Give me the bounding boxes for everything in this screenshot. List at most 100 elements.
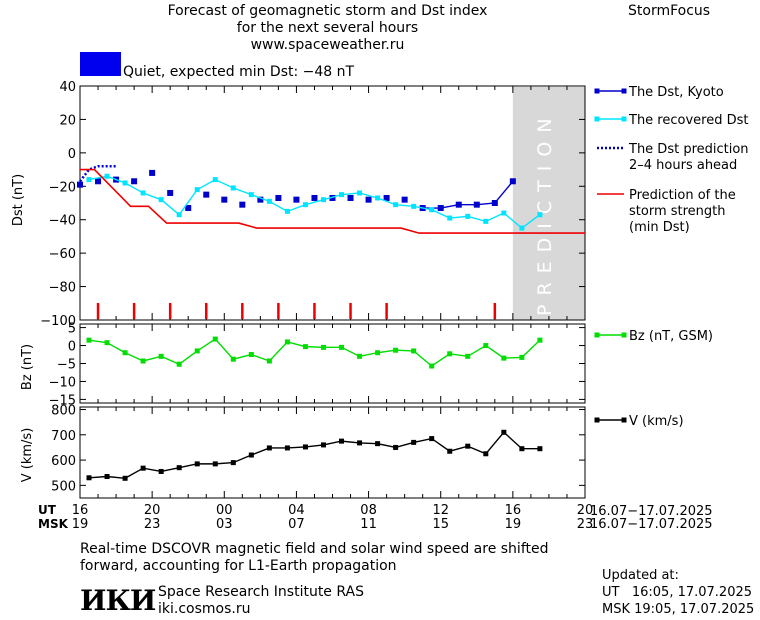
legend-marker — [594, 332, 600, 338]
v-point — [519, 446, 525, 452]
bz-point — [537, 337, 543, 343]
recovered-dst-point — [248, 192, 254, 198]
storm-strength-line — [80, 168, 585, 234]
msk-tick-label: 11 — [360, 517, 377, 532]
recovered-dst-point — [483, 218, 489, 224]
recovered-dst-point — [86, 177, 92, 183]
kyoto-dst-line — [422, 180, 514, 209]
legend-label: The Dst prediction — [628, 142, 749, 157]
updated-label: Updated at: — [602, 568, 679, 583]
updated-msk: MSK 19:05, 17.07.2025 — [602, 602, 755, 617]
msk-tick-label: 19 — [505, 517, 522, 532]
legend-label: storm strength — [629, 204, 726, 219]
ut-tick-label: 04 — [288, 503, 305, 518]
institute-name: Space Research Institute RAS — [158, 584, 364, 600]
legend-marker — [621, 417, 627, 423]
v-point — [140, 465, 146, 471]
legend-label: The Dst, Kyoto — [628, 85, 724, 100]
legend-label: Bz (nT, GSM) — [629, 329, 713, 344]
prediction-label: PREDICTION — [534, 109, 556, 316]
y-tick-label: −100 — [40, 314, 76, 329]
legend-label: V (km/s) — [629, 414, 684, 429]
bz-point — [212, 336, 218, 342]
recovered-dst-point — [284, 208, 290, 214]
y-tick-label: 20 — [59, 113, 76, 128]
y-tick-label: −10 — [49, 375, 76, 390]
bz-point — [411, 348, 417, 354]
bz-axes: 5 0 −5 −10 −15 — [49, 322, 586, 408]
recovered-dst-point — [320, 197, 326, 203]
bz-point — [230, 356, 236, 362]
prediction-region — [512, 87, 585, 320]
ut-tick-label: 16 — [72, 503, 89, 518]
recovered-dst-point — [176, 212, 182, 218]
y-tick-label: 40 — [59, 80, 76, 95]
ut-date-range: 16.07−17.07.2025 — [590, 504, 713, 519]
recovered-dst-point — [122, 180, 128, 186]
recovered-dst-point — [194, 187, 200, 193]
recovered-dst-point — [230, 185, 236, 191]
dst-prediction-line — [79, 164, 117, 183]
chart-title-line1: Forecast of geomagnetic storm and Dst in… — [167, 3, 488, 19]
ut-tick-label: 16 — [505, 503, 522, 518]
bz-point — [140, 358, 146, 364]
kyoto-dst-point — [455, 201, 462, 208]
ut-tick-label: 12 — [432, 503, 449, 518]
y-tick-label: −20 — [49, 180, 76, 195]
kyoto-dst-point — [185, 205, 192, 212]
kyoto-dst-point — [509, 178, 516, 185]
msk-tick-label: 15 — [432, 517, 449, 532]
v-axes: 500 600 700 800 — [51, 404, 586, 499]
kyoto-dst-point — [437, 205, 444, 212]
recovered-dst-point — [266, 198, 272, 204]
y-tick-label: 5 — [68, 322, 76, 337]
recovered-dst-point — [104, 173, 110, 179]
legend-label: Prediction of the — [629, 188, 736, 203]
kyoto-dst-point — [221, 196, 228, 203]
recovered-dst-point — [140, 190, 146, 196]
recovered-dst-point — [447, 215, 453, 221]
bz-point — [501, 355, 507, 361]
y-tick-label: 800 — [51, 404, 76, 419]
v-line — [88, 431, 540, 480]
v-point — [483, 451, 489, 457]
recovered-dst-point — [429, 207, 435, 213]
source-url[interactable]: www.spaceweather.ru — [250, 37, 405, 53]
legend-marker — [621, 88, 627, 94]
bz-point — [86, 337, 92, 343]
v-point — [537, 446, 543, 452]
bz-point — [357, 353, 363, 359]
ut-tick-label: 00 — [216, 503, 233, 518]
kyoto-dst-point — [77, 181, 83, 188]
y-tick-label: −5 — [57, 358, 76, 373]
bz-point — [429, 363, 435, 369]
msk-tick-label: 23 — [144, 517, 161, 532]
status-swatch — [80, 52, 121, 76]
v-point — [375, 441, 381, 447]
y-tick-label: −80 — [49, 281, 76, 296]
ut-tick-label: 08 — [360, 503, 377, 518]
v-point — [194, 461, 200, 467]
bz-point — [339, 344, 345, 350]
recovered-dst-point — [158, 197, 164, 203]
legend-marker — [621, 332, 627, 338]
legend-label: The recovered Dst — [628, 113, 748, 128]
v-point — [158, 468, 164, 474]
v-point — [357, 440, 363, 446]
v-point — [465, 443, 471, 449]
institute-site[interactable]: iki.cosmos.ru — [158, 601, 251, 617]
msk-label: MSK — [38, 517, 69, 531]
bz-y-axis-label: Bz (nT) — [20, 344, 35, 390]
legend-marker — [594, 88, 600, 94]
v-point — [212, 461, 218, 467]
v-point — [266, 445, 272, 451]
bz-point — [320, 344, 326, 350]
y-tick-label: −60 — [49, 247, 76, 262]
bz-point — [465, 353, 471, 359]
msk-tick-label: 23 — [577, 517, 594, 532]
updated-ut: UT 16:05, 17.07.2025 — [602, 585, 753, 600]
legend-marker — [621, 116, 627, 122]
y-tick-label: 600 — [51, 454, 76, 469]
dst-y-axis-label: Dst (nT) — [11, 174, 26, 226]
